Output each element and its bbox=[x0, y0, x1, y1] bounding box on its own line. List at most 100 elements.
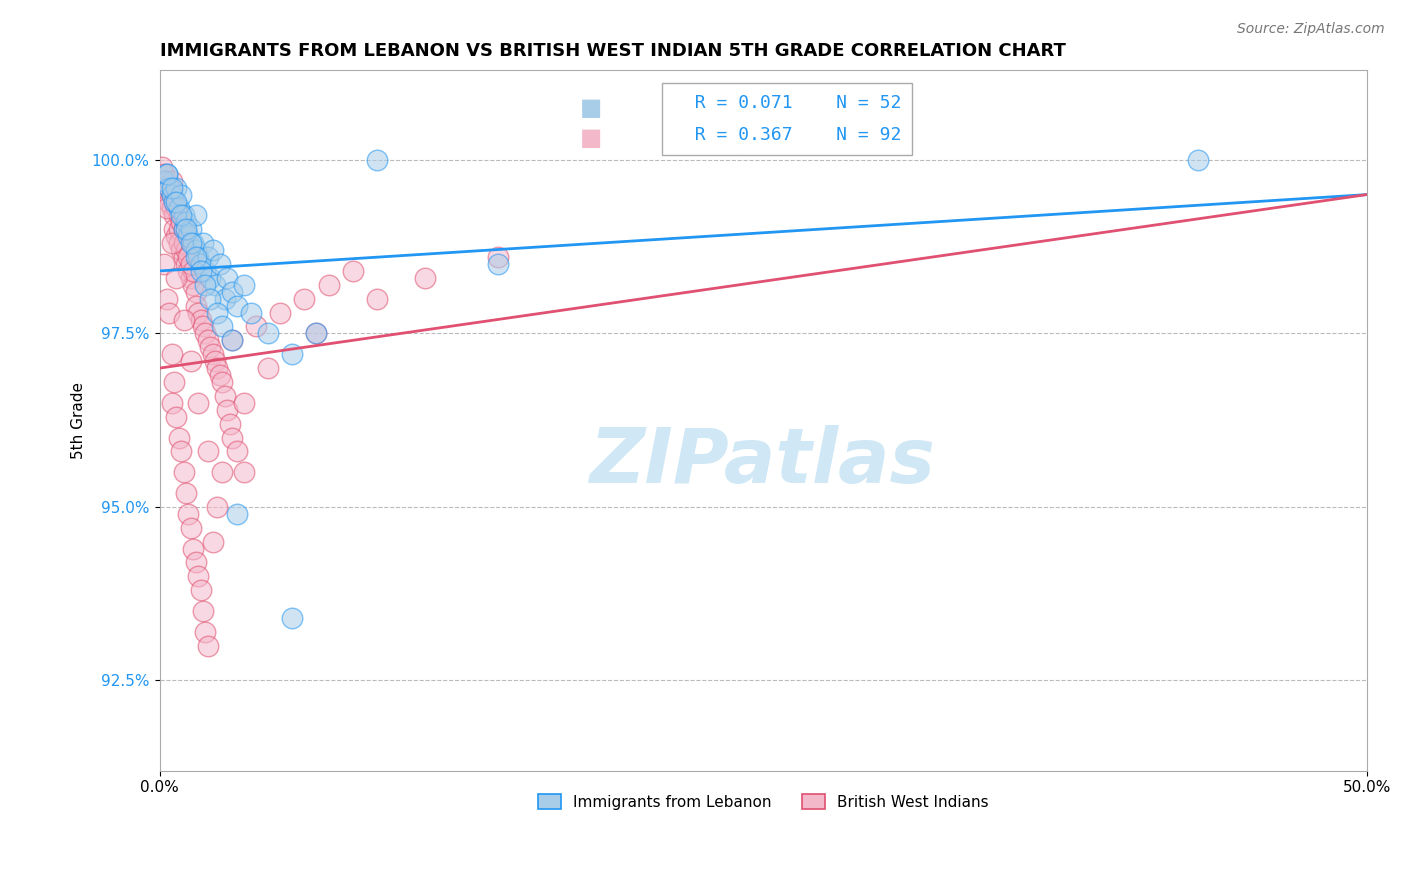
Point bbox=[191, 236, 214, 251]
Point bbox=[305, 326, 328, 341]
Point bbox=[157, 305, 180, 319]
Point bbox=[181, 236, 204, 251]
Point bbox=[160, 236, 183, 251]
Point bbox=[1187, 153, 1209, 167]
Point bbox=[160, 180, 183, 194]
Point bbox=[163, 194, 186, 209]
Point bbox=[208, 368, 231, 382]
Y-axis label: 5th Grade: 5th Grade bbox=[72, 382, 86, 458]
Point bbox=[174, 243, 197, 257]
Point bbox=[184, 243, 207, 257]
Point bbox=[211, 319, 233, 334]
Point bbox=[184, 285, 207, 299]
Point bbox=[221, 334, 243, 348]
Point bbox=[197, 639, 219, 653]
Point bbox=[486, 257, 509, 271]
Point bbox=[269, 305, 291, 319]
Text: IMMIGRANTS FROM LEBANON VS BRITISH WEST INDIAN 5TH GRADE CORRELATION CHART: IMMIGRANTS FROM LEBANON VS BRITISH WEST … bbox=[159, 42, 1066, 60]
Point bbox=[174, 257, 197, 271]
Point bbox=[180, 236, 202, 251]
Text: ■: ■ bbox=[579, 96, 602, 120]
Point bbox=[167, 202, 190, 216]
Point bbox=[167, 208, 190, 222]
Point bbox=[225, 299, 247, 313]
Point bbox=[292, 292, 315, 306]
Text: Source: ZipAtlas.com: Source: ZipAtlas.com bbox=[1237, 22, 1385, 37]
Point bbox=[221, 285, 243, 299]
Text: ■: ■ bbox=[579, 126, 602, 150]
Point bbox=[160, 187, 183, 202]
Point bbox=[366, 153, 388, 167]
Point bbox=[156, 174, 179, 188]
Point bbox=[184, 556, 207, 570]
Point bbox=[233, 396, 256, 410]
Point bbox=[208, 257, 231, 271]
Point bbox=[173, 250, 195, 264]
Point bbox=[174, 215, 197, 229]
Point bbox=[170, 444, 193, 458]
Point bbox=[180, 521, 202, 535]
Point bbox=[156, 292, 179, 306]
Point bbox=[173, 465, 195, 479]
Point bbox=[191, 319, 214, 334]
Point bbox=[207, 361, 229, 376]
Point bbox=[281, 611, 304, 625]
Point bbox=[157, 194, 180, 209]
Point bbox=[167, 236, 190, 251]
Point bbox=[342, 264, 364, 278]
Point bbox=[197, 334, 219, 348]
Point bbox=[194, 326, 217, 341]
Point bbox=[225, 444, 247, 458]
Point bbox=[245, 319, 267, 334]
Point bbox=[486, 250, 509, 264]
Point bbox=[197, 444, 219, 458]
Point bbox=[318, 277, 340, 292]
Point bbox=[165, 180, 187, 194]
Point bbox=[174, 222, 197, 236]
Point bbox=[218, 417, 240, 431]
Point bbox=[194, 624, 217, 639]
Point bbox=[170, 208, 193, 222]
Point bbox=[150, 160, 173, 174]
Point bbox=[160, 396, 183, 410]
Point bbox=[160, 174, 183, 188]
Point bbox=[257, 361, 280, 376]
Point bbox=[200, 340, 222, 354]
Point bbox=[225, 507, 247, 521]
Point bbox=[201, 534, 224, 549]
Point bbox=[184, 299, 207, 313]
Point bbox=[173, 222, 195, 236]
Point bbox=[177, 229, 200, 244]
Point bbox=[240, 305, 263, 319]
Point bbox=[170, 187, 193, 202]
Point bbox=[177, 250, 200, 264]
Point bbox=[214, 389, 236, 403]
Point bbox=[163, 375, 186, 389]
Point bbox=[157, 180, 180, 194]
Point bbox=[366, 292, 388, 306]
Point bbox=[305, 326, 328, 341]
Point bbox=[173, 236, 195, 251]
Point bbox=[181, 277, 204, 292]
Point bbox=[190, 257, 212, 271]
Point bbox=[165, 194, 187, 209]
Point bbox=[165, 229, 187, 244]
Point bbox=[153, 174, 176, 188]
Point bbox=[214, 292, 236, 306]
Point bbox=[177, 507, 200, 521]
Point bbox=[257, 326, 280, 341]
Point bbox=[167, 430, 190, 444]
Point bbox=[163, 208, 186, 222]
Point bbox=[197, 250, 219, 264]
Point bbox=[156, 202, 179, 216]
Point bbox=[163, 194, 186, 209]
Point bbox=[170, 243, 193, 257]
Text: R = 0.071    N = 52
  R = 0.367    N = 92: R = 0.071 N = 52 R = 0.367 N = 92 bbox=[672, 95, 901, 145]
Point bbox=[165, 409, 187, 424]
Point bbox=[160, 187, 183, 202]
Point bbox=[191, 604, 214, 618]
Point bbox=[180, 271, 202, 285]
Point bbox=[180, 257, 202, 271]
Point bbox=[156, 167, 179, 181]
Point bbox=[167, 222, 190, 236]
